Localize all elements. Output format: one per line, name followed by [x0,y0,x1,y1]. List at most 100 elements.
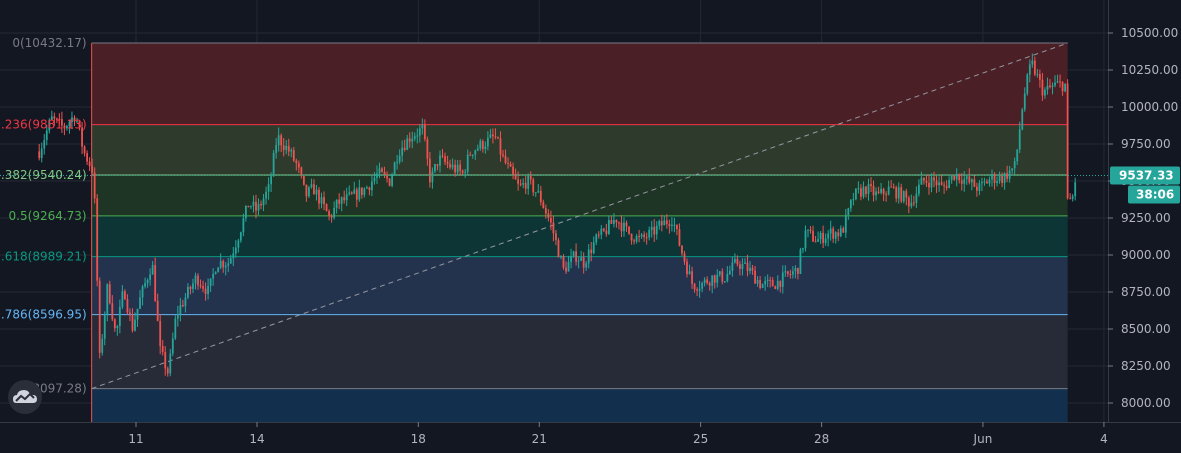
candle-269 [716,269,719,288]
candle-16 [78,120,81,131]
candle-306 [809,226,812,234]
candle-1 [40,142,43,163]
candle-72 [219,253,222,270]
candle-339 [892,183,895,189]
candle-81 [242,213,245,237]
candle-342 [900,183,903,204]
candle-131 [368,186,371,196]
candle-172 [471,154,474,159]
candle-205 [555,230,557,246]
candle-169 [464,169,467,178]
price-tick-label-0: 8000.00 [1121,396,1171,410]
candle-272 [723,280,726,283]
candle-134 [376,165,378,185]
candle-150 [416,128,419,144]
candle-57 [181,299,184,308]
candle-200 [542,199,545,209]
candle-17 [81,122,83,155]
candle-210 [567,255,570,272]
candle-192 [522,178,525,189]
logo-button[interactable] [8,380,42,414]
price-tick-label-9: 10250.00 [1121,63,1178,77]
candle-75 [227,257,230,273]
current-price-badge-bg [1110,166,1180,185]
candle-15 [76,117,78,123]
candle-258 [688,264,691,275]
candle-291 [771,277,774,287]
candle-164 [451,158,454,170]
price-axis[interactable]: 8000.00 8250.00 8500.00 8750.00 9000.00 9250.… [1108,0,1178,422]
candle-265 [706,276,709,285]
candle-386 [1011,168,1014,174]
time-tick-label-2: 18 [411,432,426,446]
candle-296 [784,265,787,278]
candle-255 [681,245,683,256]
candle-163 [449,159,451,170]
candle-100 [290,147,293,158]
candle-294 [779,280,782,293]
candle-201 [544,204,547,219]
candle-138 [386,171,388,183]
candle-33 [121,285,124,310]
candle-89 [262,194,265,212]
candle-347 [912,195,915,207]
candle-180 [492,128,494,144]
candle-319 [842,226,845,233]
candle-208 [562,254,565,270]
candle-273 [726,266,729,283]
candle-240 [643,231,646,242]
candle-3 [45,124,48,146]
candle-292 [774,285,777,290]
candle-304 [804,225,807,252]
candle-242 [648,226,651,241]
candle-407 [1064,83,1067,93]
candle-167 [459,160,462,176]
candle-276 [734,253,736,264]
candle-261 [696,287,698,297]
candle-55 [176,305,179,327]
candle-95 [277,127,280,152]
fib-label-0: 0(10432.17) [12,36,86,50]
candle-344 [905,188,908,206]
candle-233 [625,220,628,232]
candle-351 [923,177,925,185]
candle-314 [829,220,832,241]
candle-228 [613,213,615,228]
candle-185 [504,149,507,165]
candle-364 [955,168,958,187]
candle-124 [350,191,353,195]
candle-173 [474,149,477,160]
candle-333 [877,186,880,195]
candle-337 [887,180,890,196]
price-tick-label-5: 9250.00 [1121,211,1171,225]
candle-320 [844,208,847,238]
candle-137 [383,166,386,179]
candle-207 [560,255,562,260]
candle-22 [93,167,96,204]
time-axis[interactable]: 11 14 18 21 25 28 Jun 4 [0,422,1181,446]
candle-295 [781,265,784,294]
candle-283 [751,264,754,275]
candle-127 [358,179,361,202]
candle-196 [532,177,535,197]
candle-198 [537,183,540,194]
fib-trend-line[interactable] [91,42,1068,390]
candle-112 [320,192,323,209]
candle-32 [118,299,121,334]
candle-84 [250,205,252,210]
candle-222 [597,231,600,239]
candle-289 [766,274,769,288]
candle-313 [827,230,830,247]
candle-195 [529,171,532,185]
candle-146 [406,134,409,151]
candle-302 [799,247,802,275]
candle-153 [423,119,426,142]
candle-11 [66,124,68,131]
candle-67 [207,278,209,300]
candle-6 [53,112,56,127]
candle-5 [50,110,53,121]
candle-402 [1051,82,1054,95]
candle-316 [834,231,837,244]
candle-384 [1006,165,1009,183]
